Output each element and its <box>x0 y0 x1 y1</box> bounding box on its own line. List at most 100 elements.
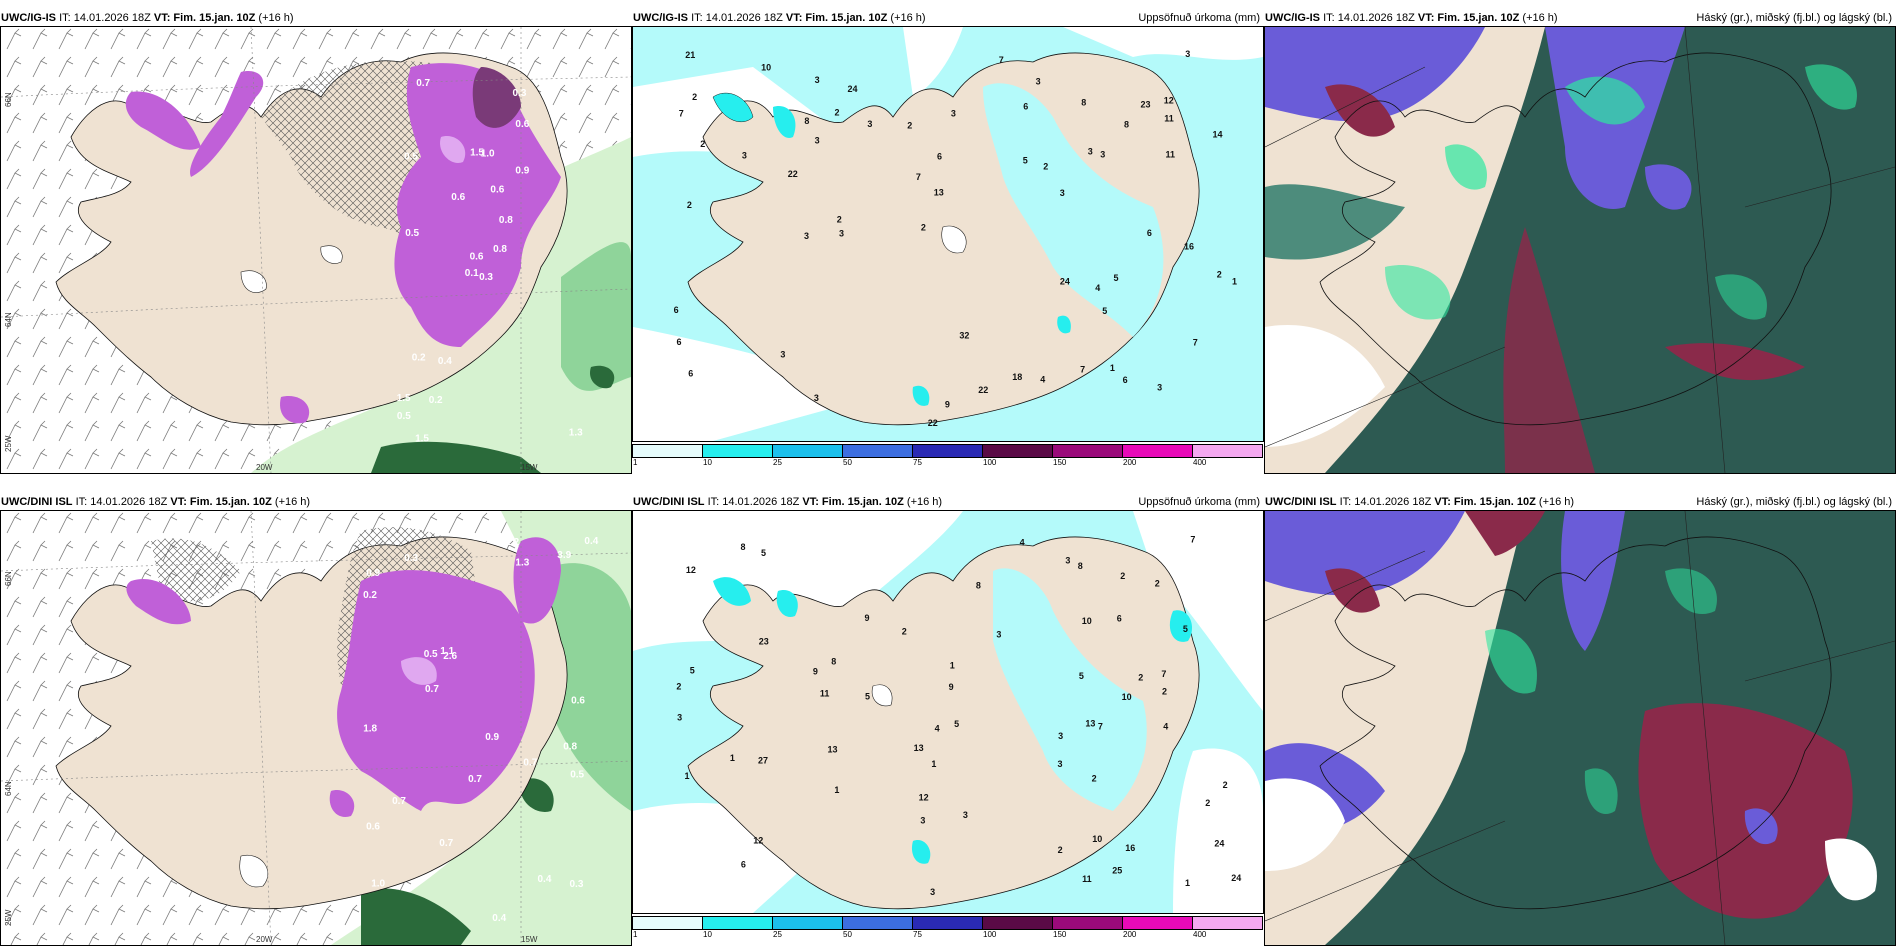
accum-value-label: 8 <box>741 542 746 552</box>
accum-value-label: 4 <box>1040 374 1045 384</box>
accum-value-label: 3 <box>1036 76 1041 86</box>
cloud-map[interactable] <box>1264 26 1896 474</box>
accum-value-label: 9 <box>949 682 954 692</box>
precip-wind-map[interactable]: 66N 64N 25W 20W 15W 0.3 0.5 0.6 1.5 0.8 0.4 0.… <box>0 26 632 474</box>
accum-value-label: 3 <box>1060 188 1065 198</box>
accum-value-label: 2 <box>902 626 907 636</box>
accum-value-label: 11 <box>820 689 830 699</box>
precip-value-label: 0.5 <box>405 228 419 239</box>
accum-value-label: 7 <box>1161 669 1166 679</box>
precip-northwest <box>125 91 201 150</box>
accum-value-label: 13 <box>828 744 838 754</box>
colorbar-tick: 10 <box>703 930 712 939</box>
precip-east <box>394 63 561 347</box>
accum-value-label: 8 <box>804 116 809 126</box>
accum-value-label: 2 <box>1217 270 1222 280</box>
precip-value-label: 0.9 <box>366 568 380 579</box>
accum-value-label: 1 <box>730 753 735 763</box>
accum-value-label: 3 <box>1065 556 1070 566</box>
accum-value-label: 6 <box>937 152 942 162</box>
accum-value-label: 3 <box>804 231 809 241</box>
accum-value-label: 24 <box>1214 838 1224 848</box>
precip-value-label: 1.8 <box>363 724 377 735</box>
precip-value-label: 1.5 <box>415 434 429 445</box>
colorbar-swatch <box>982 916 1053 930</box>
accum-value-label: 3 <box>963 810 968 820</box>
accum-value-label: 3 <box>1185 49 1190 59</box>
panel-accum-2: UWC/DINI ISL IT: 14.01.2026 18Z VT: Fim.… <box>632 494 1264 946</box>
accum-value-label: 7 <box>1098 722 1103 732</box>
svg-text:20W: 20W <box>256 935 273 944</box>
precip-value-label: 0.4 <box>492 913 506 924</box>
colorbar-swatch <box>1052 916 1123 930</box>
accum-value-label: 3 <box>742 150 747 160</box>
accum-value-label: 1 <box>1110 363 1115 373</box>
precip-value-label: 0.7 <box>439 838 453 849</box>
accum-value-label: 11 <box>1164 114 1174 124</box>
precip-value-label: 0.6 <box>470 251 484 262</box>
accum-value-label: 11 <box>1166 150 1176 160</box>
colorbar-tick: 25 <box>773 930 782 939</box>
precip-value-label: 0.9 <box>485 732 499 743</box>
panel-header: UWC/DINI ISL IT: 14.01.2026 18Z VT: Fim.… <box>633 496 1260 508</box>
accum-value-label: 6 <box>1147 228 1152 238</box>
accum-value-label: 10 <box>1122 692 1132 702</box>
colorbar-swatch <box>702 916 773 930</box>
accum-value-label: 4 <box>1020 538 1025 548</box>
accum-value-label: 3 <box>780 349 785 359</box>
accum-value-label: 12 <box>753 835 763 845</box>
precip-value-label: 0.3 <box>479 272 493 283</box>
accum-map[interactable]: 3 2 2 2 2 6 7 1 24 25 13 3 1 2 1 1 2 1 2 2 1 3 5 3 2 12 23 10 24 27 5 4… <box>632 510 1264 914</box>
svg-text:25W: 25W <box>4 909 13 926</box>
accum-map[interactable]: 2 3 3 9 23 22 24 3 12 1 2 2 3 3 2 3 2 2 3 18 6 16 13 32 8 22 11 3 10… <box>632 26 1264 442</box>
accum-value-label: 2 <box>1120 571 1125 581</box>
precip-wind-map-svg: 66N 64N 25W 20W 15W 0.3 0.5 0.6 1.5 0.8 0.4 0.… <box>1 27 631 473</box>
precip-value-label: 0.5 <box>424 649 438 660</box>
accum-value-label: 3 <box>996 630 1001 640</box>
accum-value-label: 6 <box>688 369 693 379</box>
precip-value-label: 1.0 <box>371 879 385 890</box>
precip-value-label: 0.7 <box>468 774 482 785</box>
accum-value-label: 12 <box>686 565 696 575</box>
accum-value-label: 3 <box>1100 149 1105 159</box>
precip-value-label: 0.1 <box>465 268 479 279</box>
colorbar-swatch <box>772 444 843 458</box>
precip-value-label: 0.7 <box>425 684 439 695</box>
accum-value-label: 3 <box>839 228 844 238</box>
colorbar-tick: 200 <box>1123 458 1137 467</box>
lat-label-64n: 64N <box>4 312 13 327</box>
panel-header: UWC/IG-IS IT: 14.01.2026 18Z VT: Fim. 15… <box>1265 12 1892 24</box>
precip-value-label: 1.2 <box>505 537 519 548</box>
accum-value-label: 8 <box>1081 98 1086 108</box>
colorbar-tick: 400 <box>1193 458 1207 467</box>
accum-value-label: 9 <box>865 613 870 623</box>
precip-value-label: 3.9 <box>557 550 571 561</box>
accum-value-label: 7 <box>999 55 1004 65</box>
precip-value-label: 0.2 <box>412 353 426 364</box>
precip-value-label: 0.7 <box>392 796 406 807</box>
accum-value-label: 4 <box>1095 283 1100 293</box>
accum-title: Uppsöfnuð úrkoma (mm) <box>1138 12 1260 24</box>
colorbar-tick: 150 <box>1053 458 1067 467</box>
accum-value-label: 2 <box>1205 798 1210 808</box>
precip-value-label: 1.1 <box>440 646 454 657</box>
accum-value-label: 5 <box>1183 624 1188 634</box>
panel-header: UWC/DINI ISL IT: 14.01.2026 18Z VT: Fim.… <box>1 496 311 508</box>
colorbar-tick: 100 <box>983 458 997 467</box>
accum-value-label: 2 <box>692 92 697 102</box>
cloud-map[interactable] <box>1264 510 1896 946</box>
accum-value-label: 9 <box>813 667 818 677</box>
accum-value-label: 27 <box>758 756 768 766</box>
accum-value-label: 4 <box>1163 722 1168 732</box>
colorbar-tick: 150 <box>1053 930 1067 939</box>
accum-value-label: 2 <box>837 215 842 225</box>
accum-value-label: 2 <box>907 120 912 130</box>
colorbar-tick: 100 <box>983 930 997 939</box>
accum-value-label: 23 <box>1141 99 1151 109</box>
precip-wind-map[interactable]: 66N 64N 25W 20W 15W 0.7 0.8 1.0 0.3 2.6 0.4 0.… <box>0 510 632 946</box>
accum-value-label: 2 <box>1155 578 1160 588</box>
accum-value-label: 6 <box>1117 613 1122 623</box>
accum-value-label: 2 <box>835 107 840 117</box>
colorbar-tick: 200 <box>1123 930 1137 939</box>
precip-value-label: 0.6 <box>366 822 380 833</box>
